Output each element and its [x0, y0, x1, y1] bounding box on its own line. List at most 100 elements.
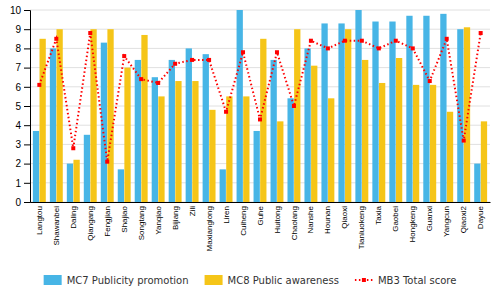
bar: [287, 98, 293, 202]
tick-label: 7: [15, 62, 21, 73]
tick-label: Yanqiao: [154, 205, 163, 234]
tick: Qiangang: [86, 206, 95, 241]
marks: [33, 10, 487, 202]
marker: [275, 50, 279, 54]
bar: [169, 60, 175, 202]
bar: [135, 60, 141, 202]
bar: [345, 29, 351, 202]
grid-line: [30, 182, 490, 183]
tick-label: Hongkeng: [408, 206, 417, 242]
bar: [33, 131, 39, 202]
axis-line: [31, 202, 491, 203]
grid-line: [30, 202, 490, 203]
tick-label: 10: [10, 5, 22, 16]
tick: Maxianglong: [205, 206, 214, 251]
tick: Zili: [188, 206, 197, 216]
tick: 5: [15, 101, 30, 112]
legend-item: MB3 Total score: [355, 275, 456, 286]
chart: 012345678910LangtouShawanbeiDalingQianga…: [0, 0, 500, 290]
legend-swatch: [44, 275, 62, 285]
tick-label: Gaobei: [391, 206, 400, 232]
bar: [311, 66, 317, 202]
bar: [338, 23, 344, 202]
tick-label: Dayue: [476, 205, 485, 229]
tick-label: Guhe: [256, 205, 265, 225]
grid-line: [30, 29, 490, 30]
bar: [430, 85, 436, 202]
bar: [73, 160, 79, 202]
tick-mark: [24, 68, 30, 69]
legend-swatch: [355, 279, 373, 281]
tick-label: 4: [15, 120, 21, 131]
line-series: [37, 31, 482, 164]
bar: [203, 54, 209, 202]
tick: Fengjian: [103, 206, 112, 237]
marker: [445, 37, 449, 41]
bar: [406, 16, 412, 202]
tick-label: Qiaoxi: [340, 206, 349, 229]
tick-label: Taxia: [374, 205, 383, 224]
x-axis: Langtou Shawanbei Daling Qiangang Fengjian Sh…: [31, 203, 491, 252]
bar-series: [33, 10, 481, 202]
tick: 10: [10, 5, 30, 16]
marker: [224, 110, 228, 114]
marker: [37, 83, 41, 87]
bar: [175, 81, 181, 202]
tick: 0: [15, 197, 30, 208]
tick-mark: [24, 48, 30, 49]
tick-label: Zili: [188, 206, 197, 216]
y-axis: 012345678910: [10, 5, 31, 208]
tick-label: Shajiao: [120, 205, 129, 232]
bar: [40, 39, 46, 202]
tick-label: Hounan: [323, 206, 332, 234]
marker: [207, 58, 211, 62]
bar: [277, 121, 283, 202]
tick: Gaobei: [391, 206, 400, 232]
tick-label: Maxianglong: [205, 206, 214, 251]
marker: [309, 39, 313, 43]
tick: Langtou: [35, 206, 44, 235]
bar: [90, 29, 96, 202]
bar: [67, 164, 73, 202]
marker: [71, 146, 75, 150]
tick-label: 0: [15, 197, 21, 208]
legend-item: MC7 Publicity promotion: [44, 275, 189, 286]
tick-label: Shawanbei: [52, 206, 61, 246]
marker: [173, 62, 177, 66]
tick-label: Yangcun: [442, 206, 451, 237]
bar: [209, 110, 215, 202]
tick: Guhe: [256, 205, 265, 225]
tick-label: Qiaoxi2: [459, 205, 468, 233]
tick: Liren: [222, 206, 231, 224]
bar: [304, 48, 310, 202]
tick-label: Huitong: [273, 206, 282, 234]
legend-label: MC7 Publicity promotion: [67, 275, 189, 286]
legend-item: MC8 Public awareness: [205, 275, 339, 286]
marker: [343, 39, 347, 43]
grid-line: [30, 125, 490, 126]
bar: [413, 85, 419, 202]
bar: [101, 43, 107, 202]
marker: [479, 31, 483, 35]
bar: [423, 16, 429, 202]
bar: [294, 29, 300, 202]
bar: [118, 169, 124, 202]
tick-mark: [24, 87, 30, 88]
tick-label: Langtou: [35, 206, 44, 235]
tick: Guanxi: [425, 206, 434, 232]
tick-mark: [24, 202, 30, 203]
marker: [156, 81, 160, 85]
bar: [440, 14, 446, 202]
bar: [328, 98, 334, 202]
tick-label: Fengjian: [103, 206, 112, 237]
tick: Qiaoxi2: [459, 205, 468, 233]
grid: [30, 10, 490, 202]
bar: [152, 77, 158, 202]
bar: [50, 48, 56, 202]
tick: Daling: [69, 206, 78, 229]
tick: Songtang: [137, 206, 146, 240]
marker: [377, 46, 381, 50]
grid-line: [30, 144, 490, 145]
axis-line: [24, 11, 31, 203]
grid-line: [30, 48, 490, 49]
